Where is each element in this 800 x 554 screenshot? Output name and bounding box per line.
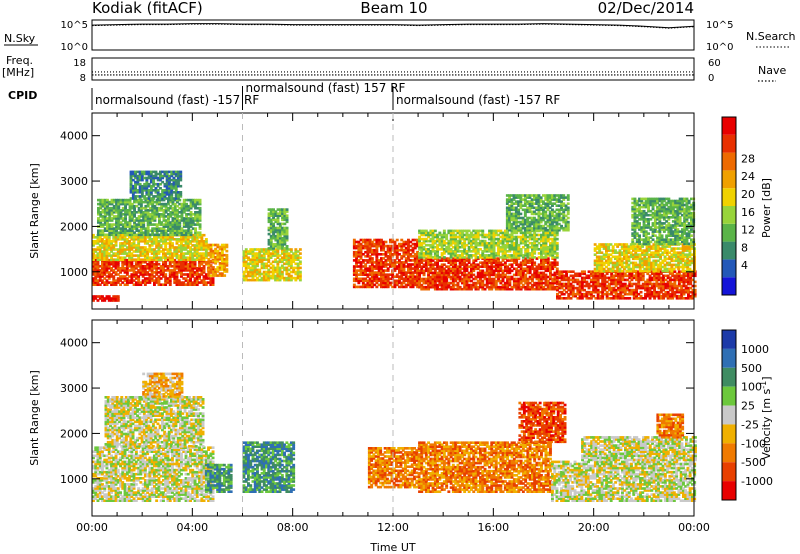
range-gate-cell <box>225 250 228 253</box>
range-gate-cell <box>299 271 302 274</box>
range-gate-cell <box>567 217 570 220</box>
range-gate-cell <box>212 277 215 280</box>
range-gate-cell <box>223 274 226 277</box>
range-gate-cell <box>117 295 120 298</box>
range-gate-cell <box>443 230 446 233</box>
range-gate-cell <box>371 257 374 260</box>
noise-ytick-right-top: 10^5 <box>706 20 733 31</box>
range-gate-cell <box>194 261 197 264</box>
date-title: 02/Dec/2014 <box>598 0 694 17</box>
range-gate-cell <box>519 213 522 216</box>
range-gate-cell <box>179 191 182 194</box>
cpid-label: CPID <box>8 89 37 102</box>
nave-ytick-top: 60 <box>708 58 721 69</box>
range-gate-cell <box>171 242 174 245</box>
range-gate-cell <box>205 238 208 241</box>
range-gate-cell <box>225 254 228 257</box>
nsky-label: N.Sky <box>4 32 36 45</box>
noise-panel: N.Sky 10^5 10^0 10^5 10^0 N.Search <box>4 20 796 53</box>
range-gate-cell <box>481 230 484 233</box>
range-gate-cell <box>299 267 302 270</box>
range-gate-cell <box>556 268 559 271</box>
range-gate-cell <box>199 207 202 210</box>
range-gate-cell <box>396 239 399 242</box>
range-gate-cell <box>567 202 570 205</box>
range-gate-cell <box>286 214 289 217</box>
freq-panel: Freq. [MHz] 18 8 60 0 Nave <box>2 54 786 84</box>
noise-ytick-bottom: 10^0 <box>61 42 88 53</box>
range-gate-cell <box>203 234 206 237</box>
range-gate-cell <box>556 252 559 255</box>
cpid-segment-label: normalsound (fast) -157 RF <box>95 93 259 107</box>
freq-ytick-bottom: 8 <box>80 73 86 84</box>
range-gate-cell <box>567 194 570 197</box>
range-gate-cell <box>385 241 388 244</box>
beam-title: Beam 10 <box>360 0 427 17</box>
range-gate-cell <box>164 273 167 276</box>
range-gate-cell <box>567 221 570 224</box>
range-gate-cell <box>194 227 197 230</box>
range-gate-cell <box>199 199 202 202</box>
range-gate-cell <box>199 223 202 226</box>
range-gate-cell <box>199 231 202 234</box>
range-gate-cell <box>434 230 437 233</box>
range-gate-cell <box>299 248 302 251</box>
range-gate-cell <box>299 256 302 259</box>
noise-ytick-top: 10^5 <box>61 20 88 31</box>
range-gate-cell <box>286 245 289 248</box>
range-gate-cell <box>567 207 570 210</box>
nave-label: Nave <box>758 64 786 77</box>
range-gate-cell <box>225 268 228 271</box>
range-gate-cell <box>299 252 302 255</box>
noise-ytick-right-bottom: 10^0 <box>706 42 733 53</box>
nave-ytick-bottom: 0 <box>708 73 714 84</box>
cpid-segment-label: normalsound (fast) 157 RF <box>246 81 406 95</box>
cpid-panel: CPID normalsound (fast) -157 RFnormalsou… <box>8 81 560 110</box>
nsearch-label: N.Search <box>746 30 796 43</box>
station-title: Kodiak (fitACF) <box>92 0 203 17</box>
range-gate-cell <box>443 256 446 259</box>
range-gate-cell <box>556 242 559 245</box>
range-gate-cell <box>179 171 182 174</box>
range-gate-cell <box>286 227 289 230</box>
freq-unit-label: [MHz] <box>2 66 34 79</box>
range-gate-cell <box>533 256 536 259</box>
range-gate-cell <box>556 238 559 241</box>
freq-ytick-top: 18 <box>73 58 86 69</box>
range-gate-cell <box>286 208 289 211</box>
range-gate-cell <box>299 261 302 264</box>
range-gate-cell <box>225 244 228 247</box>
range-gate-cell <box>179 185 182 188</box>
cpid-segment-label: normalsound (fast) -157 RF <box>396 93 560 107</box>
range-gate-cell <box>556 261 559 264</box>
range-gate-cell <box>290 248 293 251</box>
range-gate-cell <box>533 261 536 264</box>
